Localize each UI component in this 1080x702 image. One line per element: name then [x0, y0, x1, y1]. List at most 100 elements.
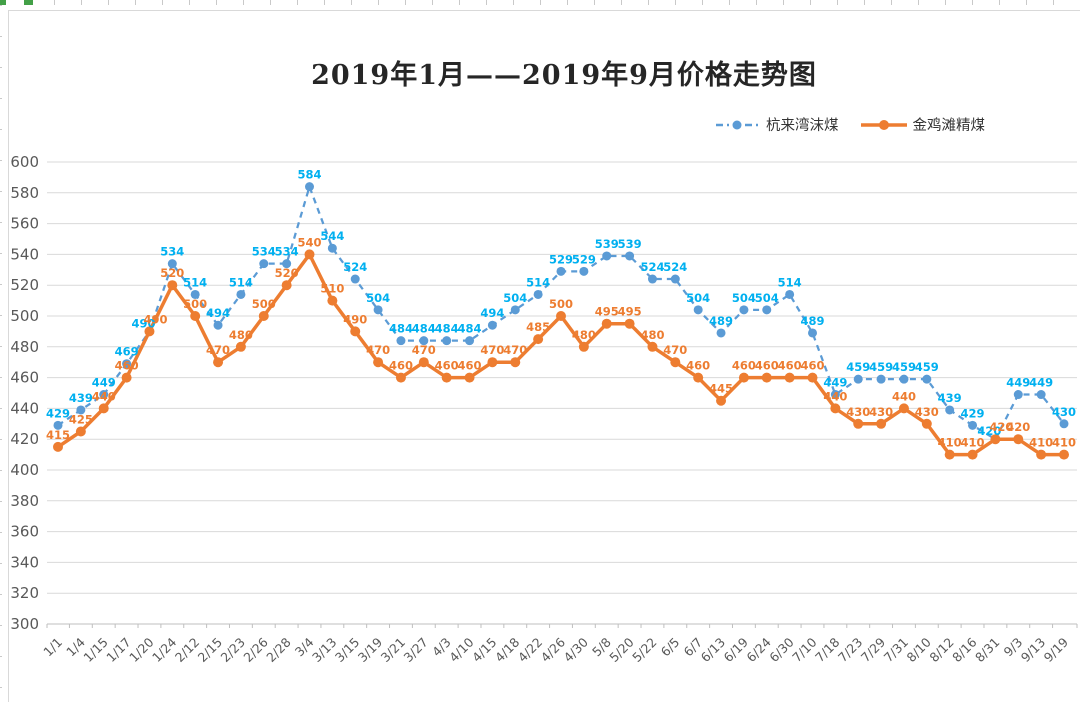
- data-point[interactable]: [968, 420, 978, 430]
- data-point[interactable]: [1059, 419, 1069, 429]
- data-point[interactable]: [395, 372, 406, 383]
- data-point[interactable]: [739, 305, 749, 315]
- data-point[interactable]: [670, 357, 681, 368]
- data-point[interactable]: [967, 449, 978, 460]
- data-point[interactable]: [327, 243, 337, 253]
- data-point[interactable]: [121, 372, 132, 383]
- data-point[interactable]: [944, 449, 955, 460]
- data-point[interactable]: [761, 372, 772, 383]
- data-point[interactable]: [556, 266, 566, 276]
- data-point[interactable]: [853, 418, 864, 429]
- data-point[interactable]: [259, 259, 269, 269]
- data-point[interactable]: [830, 403, 841, 414]
- data-point[interactable]: [807, 372, 818, 383]
- data-point[interactable]: [762, 305, 772, 315]
- data-point[interactable]: [98, 403, 109, 414]
- data-label: 420: [989, 420, 1013, 434]
- chart-title[interactable]: 2019年1月——2019年9月价格走势图: [311, 60, 817, 91]
- data-point[interactable]: [441, 372, 452, 383]
- data-point[interactable]: [876, 374, 886, 384]
- data-point[interactable]: [533, 289, 543, 299]
- data-point[interactable]: [442, 336, 452, 346]
- data-label: 440: [892, 389, 916, 403]
- data-point[interactable]: [785, 289, 795, 299]
- data-point[interactable]: [350, 274, 360, 284]
- data-point[interactable]: [373, 357, 384, 368]
- data-point[interactable]: [258, 311, 269, 321]
- data-point[interactable]: [625, 251, 635, 261]
- data-point[interactable]: [1059, 449, 1069, 460]
- data-point[interactable]: [53, 441, 63, 452]
- data-point[interactable]: [350, 326, 361, 337]
- data-point[interactable]: [281, 280, 292, 291]
- data-point[interactable]: [1036, 390, 1046, 400]
- data-point[interactable]: [1013, 390, 1023, 400]
- data-point[interactable]: [213, 320, 223, 330]
- data-point[interactable]: [190, 311, 201, 321]
- data-point[interactable]: [190, 289, 200, 299]
- data-point[interactable]: [236, 289, 246, 299]
- data-point[interactable]: [578, 341, 589, 352]
- data-point[interactable]: [464, 372, 475, 383]
- data-point[interactable]: [75, 426, 86, 437]
- data-point[interactable]: [235, 341, 246, 352]
- data-point[interactable]: [53, 420, 63, 430]
- data-point[interactable]: [487, 357, 498, 368]
- data-point[interactable]: [1013, 434, 1024, 445]
- data-point[interactable]: [76, 405, 86, 415]
- data-point[interactable]: [556, 311, 566, 321]
- data-point[interactable]: [167, 280, 178, 291]
- data-point[interactable]: [213, 357, 224, 368]
- data-point[interactable]: [418, 357, 429, 368]
- data-point[interactable]: [898, 403, 909, 414]
- data-point[interactable]: [716, 328, 726, 338]
- data-point[interactable]: [945, 405, 955, 415]
- data-point[interactable]: [624, 318, 635, 329]
- data-point[interactable]: [465, 336, 475, 346]
- data-label: 449: [1006, 376, 1030, 390]
- data-label: 459: [869, 360, 893, 374]
- data-point[interactable]: [922, 374, 932, 384]
- data-point[interactable]: [167, 259, 177, 269]
- data-point[interactable]: [601, 318, 612, 329]
- chart-object[interactable]: 300 320 340 360 380 400 420 440 460 480 500 520 540 5…: [8, 10, 1080, 702]
- data-point[interactable]: [738, 372, 749, 383]
- data-point[interactable]: [647, 341, 658, 352]
- data-point[interactable]: [487, 320, 497, 330]
- data-point[interactable]: [122, 359, 132, 369]
- data-point[interactable]: [99, 390, 109, 400]
- data-point[interactable]: [1036, 449, 1047, 460]
- data-point[interactable]: [282, 259, 292, 269]
- data-point[interactable]: [579, 266, 589, 276]
- data-point[interactable]: [533, 334, 544, 345]
- data-point[interactable]: [876, 418, 887, 429]
- data-point[interactable]: [419, 336, 429, 346]
- data-point[interactable]: [808, 328, 817, 338]
- data-point[interactable]: [784, 372, 795, 383]
- legend-item-hanglaiwan[interactable]: 杭来湾沫煤: [714, 114, 839, 135]
- x-axis-tick-label: 8/16: [949, 634, 979, 664]
- data-point[interactable]: [327, 295, 338, 306]
- data-point[interactable]: [396, 336, 406, 346]
- data-point[interactable]: [602, 251, 612, 261]
- data-point[interactable]: [830, 390, 840, 400]
- data-point[interactable]: [853, 374, 863, 384]
- data-point[interactable]: [304, 249, 315, 260]
- data-point[interactable]: [670, 274, 680, 284]
- data-point[interactable]: [510, 305, 520, 315]
- data-point[interactable]: [510, 357, 521, 368]
- legend-item-jinjitan[interactable]: 金鸡滩精煤: [860, 114, 985, 135]
- data-point[interactable]: [921, 418, 932, 429]
- data-point[interactable]: [693, 372, 704, 383]
- x-axis-tick-label: 2/12: [172, 635, 202, 665]
- data-label: 534: [160, 245, 184, 259]
- y-axis-tick-label: 320: [10, 584, 39, 602]
- data-point[interactable]: [373, 305, 383, 315]
- data-point[interactable]: [647, 274, 657, 284]
- data-point[interactable]: [990, 434, 1001, 445]
- data-point[interactable]: [693, 305, 703, 315]
- data-point[interactable]: [716, 395, 727, 406]
- data-point[interactable]: [144, 326, 155, 337]
- data-point[interactable]: [305, 182, 314, 192]
- data-point[interactable]: [899, 374, 909, 384]
